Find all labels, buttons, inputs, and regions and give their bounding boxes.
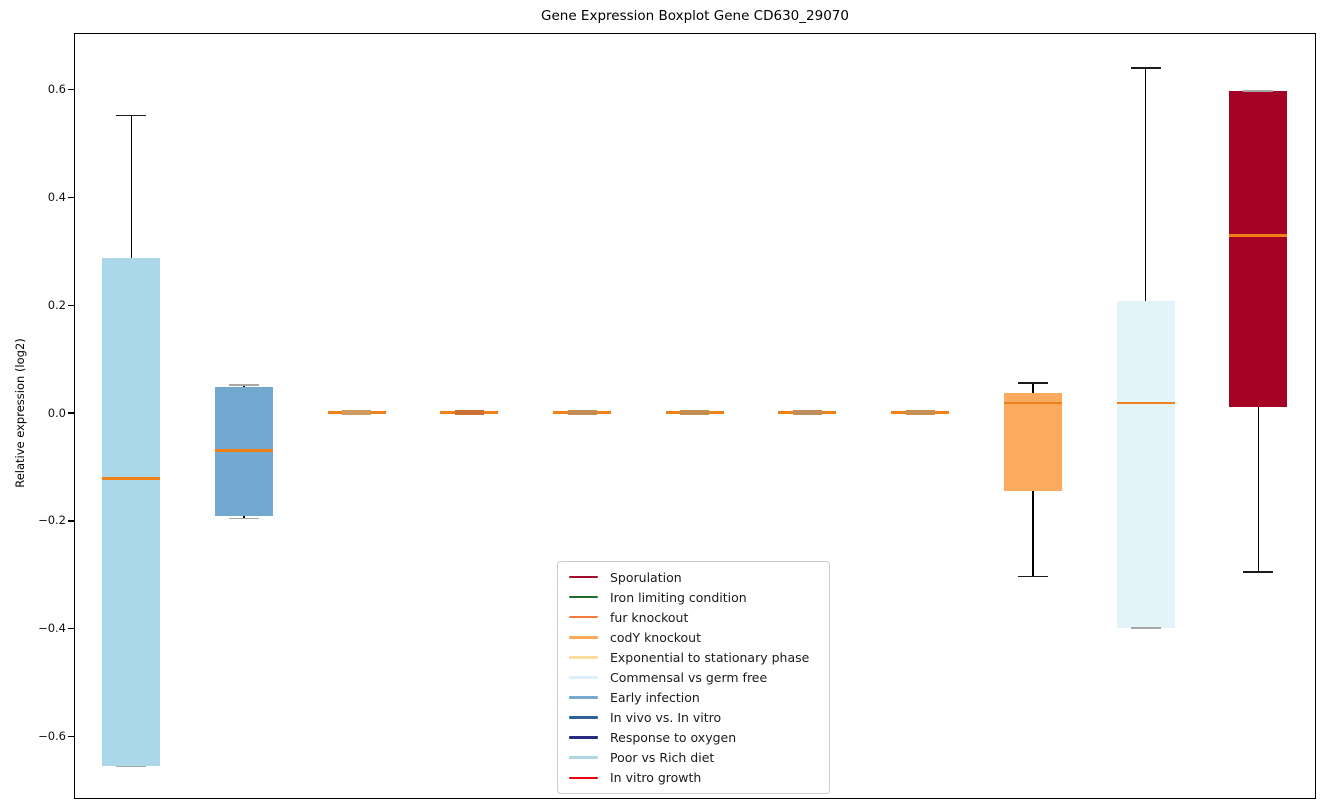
median-line	[102, 477, 161, 480]
y-tick-label: −0.4	[38, 621, 66, 636]
box-codY knockout	[1003, 392, 1062, 491]
y-tick-label: −0.2	[38, 513, 66, 528]
whisker-cap	[229, 384, 260, 386]
legend-swatch	[569, 716, 598, 719]
upper-whisker	[1144, 67, 1147, 302]
legend-swatch	[569, 696, 598, 699]
y-tick-label: 0.6	[47, 81, 66, 96]
legend-swatch	[569, 676, 598, 679]
legend-label: Iron limiting condition	[610, 589, 747, 605]
collapsed-box-center	[454, 410, 484, 416]
legend-item: In vivo vs. In vitro	[566, 708, 821, 728]
upper-whisker	[130, 115, 133, 259]
legend-swatch	[569, 615, 598, 619]
upper-whisker	[243, 384, 245, 387]
collapsed-box-center	[905, 410, 935, 416]
lower-whisker	[243, 516, 245, 519]
y-tick-mark	[68, 412, 74, 414]
y-tick-label: −0.6	[38, 729, 66, 744]
median-line	[1229, 234, 1288, 237]
median-line	[215, 449, 274, 452]
whisker-cap	[1130, 67, 1161, 69]
whisker-cap	[1017, 382, 1048, 384]
y-tick-label: 0.2	[47, 297, 66, 312]
box-Commensal vs germ free	[1116, 301, 1175, 629]
legend-swatch	[569, 756, 598, 760]
whisker-cap	[1130, 627, 1161, 629]
y-tick-mark	[68, 736, 74, 738]
legend-item: Exponential to stationary phase	[566, 647, 821, 667]
legend-item: Poor vs Rich diet	[566, 748, 821, 768]
legend-label: In vitro growth	[610, 770, 702, 786]
lower-whisker	[1257, 406, 1259, 573]
legend: Sporulation Iron limiting condition fur kn…	[557, 561, 830, 794]
legend-item: Response to oxygen	[566, 728, 821, 748]
legend-label: Exponential to stationary phase	[610, 649, 810, 665]
whisker-cap	[116, 114, 147, 117]
legend-swatch	[569, 736, 598, 739]
legend-label: codY knockout	[610, 629, 702, 645]
legend-swatch	[569, 656, 598, 659]
y-tick-mark	[68, 520, 74, 522]
collapsed-box-center	[680, 410, 710, 416]
legend-label: In vivo vs. In vitro	[610, 710, 722, 726]
legend-label: Sporulation	[610, 569, 682, 585]
y-tick-label: 0.4	[47, 189, 66, 204]
legend-swatch	[569, 635, 598, 639]
legend-item: Iron limiting condition	[566, 587, 821, 607]
legend-item: Sporulation	[566, 567, 821, 587]
legend-item: codY knockout	[566, 627, 821, 647]
y-tick-mark	[68, 628, 74, 630]
whisker-cap	[229, 517, 260, 520]
upper-whisker	[1032, 383, 1034, 393]
legend-swatch	[569, 595, 598, 599]
y-tick-mark	[68, 88, 74, 90]
legend-swatch	[569, 575, 598, 579]
box-Poor vs Rich diet	[102, 258, 161, 767]
y-tick-mark	[68, 304, 74, 306]
whisker-cap	[116, 765, 147, 768]
median-line	[1116, 401, 1175, 405]
legend-item: Commensal vs germ free	[566, 667, 821, 687]
whisker-cap	[1243, 571, 1274, 573]
chart-title: Gene Expression Boxplot Gene CD630_29070	[541, 8, 849, 24]
lower-whisker	[1032, 490, 1034, 577]
legend-label: Commensal vs germ free	[610, 669, 768, 685]
legend-item: fur knockout	[566, 607, 821, 627]
y-tick-mark	[68, 196, 74, 198]
legend-label: Early infection	[610, 690, 700, 705]
collapsed-box-center	[342, 410, 372, 416]
legend-swatch	[569, 776, 598, 780]
legend-label: fur knockout	[610, 609, 689, 625]
whisker-cap	[1243, 90, 1274, 92]
whisker-cap	[1017, 575, 1048, 578]
median-line	[1003, 401, 1062, 405]
legend-item: In vitro growth	[566, 768, 821, 788]
collapsed-box-center	[792, 410, 822, 416]
box-Sporulation	[1229, 91, 1288, 407]
y-tick-label: 0.0	[47, 405, 66, 420]
legend-label: Poor vs Rich diet	[610, 750, 715, 766]
collapsed-box-center	[567, 410, 597, 416]
legend-label: Response to oxygen	[610, 730, 737, 746]
legend-item: Early infection	[566, 688, 821, 708]
